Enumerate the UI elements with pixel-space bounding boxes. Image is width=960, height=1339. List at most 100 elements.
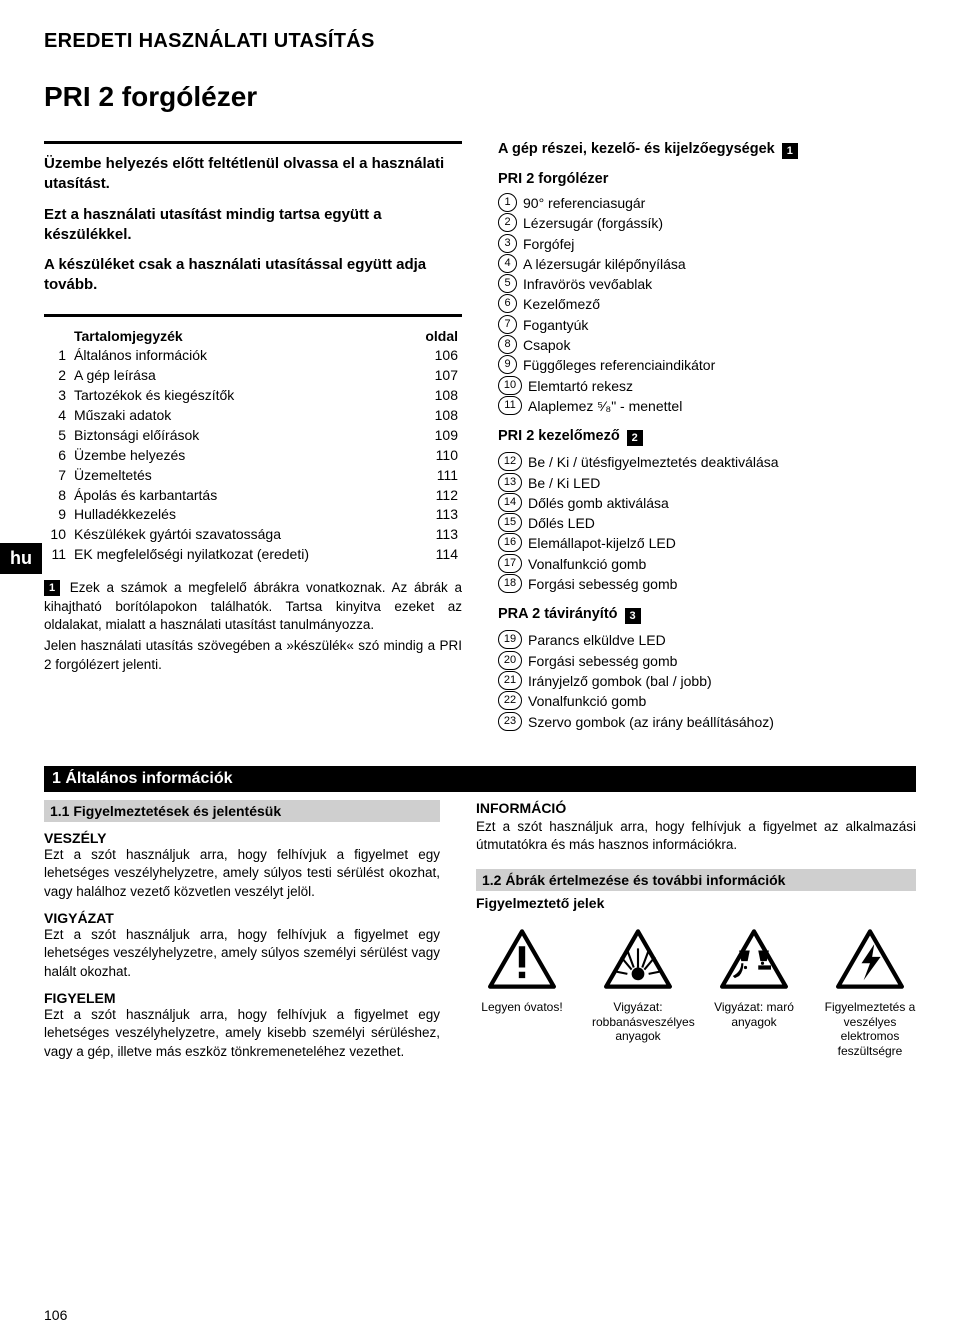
section-1-right: INFORMÁCIÓ Ezt a szót használjuk arra, h… <box>476 800 916 1062</box>
left-column: Üzembe helyezés előtt feltétlenül olvass… <box>44 141 462 732</box>
warning-bolt-icon <box>824 929 916 1000</box>
toc-row: 6Üzembe helyezés110 <box>44 446 462 466</box>
circled-number-icon: 17 <box>498 554 522 573</box>
parts-list-item: 16Elemállapot-kijelző LED <box>498 533 916 553</box>
circled-number-icon: 11 <box>498 396 522 415</box>
figure-badge-icon: 1 <box>782 143 798 159</box>
warning-symbol-label: Legyen óvatos! <box>476 1000 568 1014</box>
parts-list-item: 10Elemtartó rekesz <box>498 376 916 396</box>
parts-item-label: Be / Ki LED <box>528 473 600 493</box>
product-title: PRI 2 forgólézer <box>44 81 916 113</box>
parts-list-item: 5Infravörös vevőablak <box>498 274 916 294</box>
parts-item-label: Fogantyúk <box>523 315 588 335</box>
toc-row: 3Tartozékok és kiegészítők108 <box>44 386 462 406</box>
parts-list-item: 7 Fogantyúk <box>498 315 916 335</box>
circled-number-icon: 14 <box>498 493 522 512</box>
info-text: Ezt a szót használjuk arra, hogy felhívj… <box>476 818 916 855</box>
parts-section-header: PRI 2 forgólézer <box>498 171 916 187</box>
danger-text: Ezt a szót használjuk arra, hogy felhívj… <box>44 846 440 902</box>
circled-number-icon: 8 <box>498 335 517 354</box>
toc-header-page: oldal <box>416 327 462 347</box>
rule <box>44 141 462 144</box>
language-tab: hu <box>0 543 42 574</box>
parts-list-item: 13Be / Ki LED <box>498 473 916 493</box>
circled-number-icon: 19 <box>498 630 522 649</box>
circled-number-icon: 2 <box>498 213 517 232</box>
note-paragraph: Jelen használati utasítás szövegében a »… <box>44 637 462 674</box>
circled-number-icon: 22 <box>498 691 522 710</box>
parts-item-label: Alaplemez ⁵⁄₈" - menettel <box>528 396 682 416</box>
subsection-1-1-bar: 1.1 Figyelmeztetések és jelentésük <box>44 800 440 822</box>
circled-number-icon: 3 <box>498 234 517 253</box>
parts-item-label: Kezelőmező <box>523 294 600 314</box>
parts-list-item: 22 Vonalfunkció gomb <box>498 691 916 711</box>
parts-item-label: Forgási sebesség gomb <box>528 574 677 594</box>
parts-list: 12Be / Ki / ütésfigyelmeztetés deaktivál… <box>498 452 916 594</box>
toc-wrapper: hu Tartalomjegyzék oldal 1Általános info… <box>44 327 462 566</box>
parts-list-item: 2Lézersugár (forgássík) <box>498 213 916 233</box>
parts-list-item: 11 Alaplemez ⁵⁄₈" - menettel <box>498 396 916 416</box>
parts-section-title: PRA 2 távirányító <box>498 606 618 622</box>
toc-row: 4Műszaki adatok108 <box>44 406 462 426</box>
toc-header-title: Tartalomjegyzék <box>70 327 416 347</box>
parts-list-item: 19Parancs elküldve LED <box>498 630 916 650</box>
parts-section-title: PRI 2 kezelőmező <box>498 428 620 444</box>
circled-number-icon: 4 <box>498 254 517 273</box>
circled-number-icon: 12 <box>498 452 522 471</box>
parts-list-item: 9Függőleges referenciaindikátor <box>498 355 916 375</box>
intro-line: A készüléket csak a használati utasításs… <box>44 255 462 296</box>
parts-section-header: PRA 2 távirányító 3 <box>498 606 916 624</box>
subsection-1-2-bar: 1.2 Ábrák értelmezése és további informá… <box>476 869 916 891</box>
parts-list-item: 12Be / Ki / ütésfigyelmeztetés deaktivál… <box>498 452 916 472</box>
toc-row: 11EK megfelelőségi nyilatkozat (eredeti)… <box>44 545 462 565</box>
circled-number-icon: 1 <box>498 193 517 212</box>
toc-row: 2A gép leírása107 <box>44 366 462 386</box>
toc-header-row: Tartalomjegyzék oldal <box>44 327 462 347</box>
attention-term: FIGYELEM <box>44 990 440 1006</box>
circled-number-icon: 10 <box>498 376 522 395</box>
parts-section-title: PRI 2 forgólézer <box>498 171 608 187</box>
top-two-column: Üzembe helyezés előtt feltétlenül olvass… <box>44 141 916 732</box>
circled-number-icon: 18 <box>498 574 522 593</box>
circled-number-icon: 16 <box>498 533 522 552</box>
toc-row: 5Biztonsági előírások109 <box>44 426 462 446</box>
danger-term: VESZÉLY <box>44 830 440 846</box>
circled-number-icon: 7 <box>498 315 517 334</box>
circled-number-icon: 21 <box>498 671 522 690</box>
caution-term: VIGYÁZAT <box>44 910 440 926</box>
toc-row: 9Hulladékkezelés113 <box>44 505 462 525</box>
figure-badge-icon: 3 <box>625 608 641 624</box>
warning-corrosive-icon <box>708 929 800 1000</box>
parts-list-item: 6Kezelőmező <box>498 294 916 314</box>
rule <box>44 314 462 317</box>
parts-list-item: 8 Csapok <box>498 335 916 355</box>
parts-item-label: Dőlés LED <box>528 513 595 533</box>
section-1-bar: 1 Általános információk <box>44 766 916 792</box>
parts-item-label: Dőlés gomb aktiválása <box>528 493 669 513</box>
attention-text: Ezt a szót használjuk arra, hogy felhívj… <box>44 1006 440 1062</box>
parts-item-label: Forgófej <box>523 234 574 254</box>
warning-symbol-label: Vigyázat: maró anyagok <box>708 1000 800 1029</box>
parts-item-label: Vonalfunkció gomb <box>528 691 646 711</box>
parts-item-label: Csapok <box>523 335 570 355</box>
parts-list-item: 17Vonalfunkció gomb <box>498 554 916 574</box>
parts-list: 190° referenciasugár2Lézersugár (forgáss… <box>498 193 916 416</box>
caution-text: Ezt a szót használjuk arra, hogy felhívj… <box>44 926 440 982</box>
warning-symbol-label: Vigyázat: robbanásveszélyes anyagok <box>592 1000 684 1043</box>
parts-list-item: 20Forgási sebesség gomb <box>498 651 916 671</box>
parts-item-label: Forgási sebesség gomb <box>528 651 677 671</box>
parts-list-item: 3 Forgófej <box>498 234 916 254</box>
symbol-row: Legyen óvatos! Vigyázat: robbanásveszélye… <box>476 929 916 1058</box>
parts-list-item: 190° referenciasugár <box>498 193 916 213</box>
right-column: A gép részei, kezelő- és kijelzőegységek… <box>498 141 916 732</box>
intro-block: Üzembe helyezés előtt feltétlenül olvass… <box>44 154 462 296</box>
parts-list-item: 15Dőlés LED <box>498 513 916 533</box>
page-number: 106 <box>44 1307 67 1323</box>
warning-symbol-cell: Vigyázat: maró anyagok <box>708 929 800 1058</box>
parts-section-header: PRI 2 kezelőmező 2 <box>498 428 916 446</box>
parts-list-item: 21Irányjelző gombok (bal / jobb) <box>498 671 916 691</box>
toc-row: 1Általános információk106 <box>44 346 462 366</box>
circled-number-icon: 5 <box>498 274 517 293</box>
circled-number-icon: 23 <box>498 712 522 731</box>
parts-item-label: Függőleges referenciaindikátor <box>523 355 715 375</box>
